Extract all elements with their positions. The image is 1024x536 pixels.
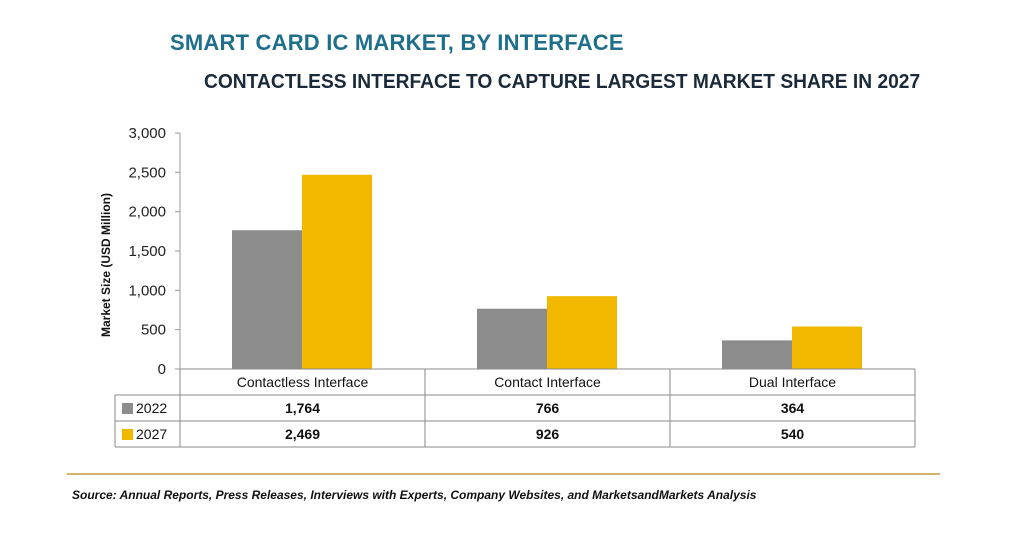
chart-subtitle: CONTACTLESS INTERFACE TO CAPTURE LARGEST… [204, 71, 921, 93]
y-tick-label: 0 [158, 361, 166, 378]
source-divider [67, 473, 940, 475]
y-tick-label: 2,000 [128, 204, 166, 221]
category-label: Contactless Interface [237, 374, 369, 390]
legend-label: 2027 [136, 426, 167, 442]
category-label: Dual Interface [749, 374, 836, 390]
y-tick-label: 3,000 [128, 125, 166, 142]
y-tick-label: 1,000 [128, 282, 166, 299]
category-label: Contact Interface [494, 374, 601, 390]
bar-2022 [232, 230, 302, 369]
data-label: 1,764 [285, 400, 320, 416]
legend-label: 2022 [136, 400, 167, 416]
bar-2022 [477, 308, 547, 369]
data-label: 926 [536, 426, 560, 442]
legend-swatch-2022 [122, 403, 133, 414]
data-label: 766 [536, 400, 560, 416]
bar-2027 [302, 174, 372, 369]
data-label: 364 [781, 400, 805, 416]
bar-2027 [547, 296, 617, 369]
source-note: Source: Annual Reports, Press Releases, … [72, 488, 757, 502]
bar-2022 [722, 340, 792, 369]
chart-title: SMART CARD IC MARKET, BY INTERFACE [170, 30, 624, 55]
y-tick-label: 1,500 [128, 243, 166, 260]
data-label: 540 [781, 426, 805, 442]
bar-2027 [792, 326, 862, 369]
y-tick-label: 2,500 [128, 164, 166, 181]
y-axis-title: Market Size (USD Million) [99, 193, 113, 337]
legend-swatch-2027 [122, 429, 133, 440]
data-label: 2,469 [285, 426, 320, 442]
y-tick-label: 500 [141, 322, 166, 339]
